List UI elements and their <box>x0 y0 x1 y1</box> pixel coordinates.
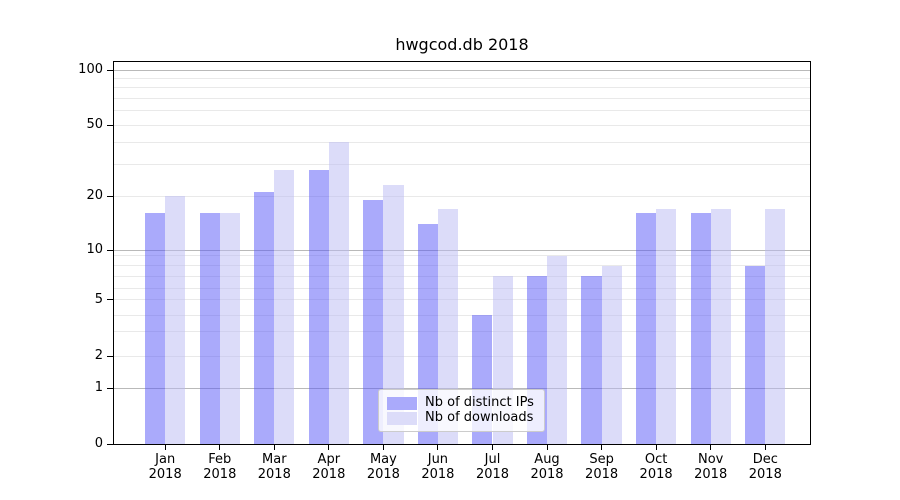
x-tick-mark-sep <box>601 445 603 450</box>
y-tick-mark-50 <box>107 124 113 126</box>
gridline-minor-9 <box>114 255 810 256</box>
bar-distinct-ips-feb <box>199 213 220 444</box>
chart-title: hwgcod.db 2018 <box>395 35 529 54</box>
bar-downloads-jun <box>437 208 459 444</box>
y-tick-mark-5 <box>107 299 113 300</box>
x-tick-mark-jul <box>492 445 493 450</box>
gridline-minor-7 <box>114 275 810 277</box>
legend-swatch-downloads <box>387 411 417 425</box>
y-tick-label-20: 20 <box>86 188 103 203</box>
legend-label-downloads: Nb of downloads <box>425 410 534 425</box>
bar-downloads-mar <box>274 169 295 444</box>
gridline-minor-70 <box>114 97 810 99</box>
bar-downloads-apr <box>328 142 349 444</box>
x-tick-mark-jan <box>164 445 166 450</box>
bar-downloads-feb <box>219 213 240 444</box>
bar-distinct-ips-jan <box>145 213 166 444</box>
gridline-minor-60 <box>114 110 810 111</box>
bar-downloads-sep <box>601 265 622 444</box>
bar-distinct-ips-sep <box>581 276 602 444</box>
y-tick-mark-100 <box>107 69 113 71</box>
x-tick-label-nov: Nov 2018 <box>694 452 728 482</box>
bar-downloads-nov <box>710 208 731 444</box>
gridline-minor-2 <box>114 355 810 357</box>
legend-swatch-distinct-ips <box>387 396 417 410</box>
bar-distinct-ips-nov <box>690 213 711 444</box>
gridline-minor-40 <box>114 141 810 143</box>
x-tick-mark-feb <box>219 445 221 450</box>
gridline-minor-3 <box>114 330 810 332</box>
gridline-major-1 <box>114 387 810 389</box>
legend: Nb of distinct IPs Nb of downloads <box>378 389 545 432</box>
bar-distinct-ips-oct <box>635 213 657 444</box>
legend-item-downloads: Nb of downloads <box>387 411 536 425</box>
legend-label-distinct-ips: Nb of distinct IPs <box>425 395 534 410</box>
bar-downloads-jan <box>165 196 186 444</box>
y-tick-mark-20 <box>107 195 113 197</box>
gridline-minor-6 <box>114 287 810 289</box>
gridline-minor-30 <box>114 164 810 166</box>
y-tick-label-50: 50 <box>86 117 103 132</box>
gridline-minor-90 <box>114 77 810 79</box>
y-tick-label-10: 10 <box>86 242 103 257</box>
gridline-minor-20 <box>114 195 810 197</box>
x-tick-label-dec: Dec 2018 <box>748 452 782 482</box>
plot-area: Nb of distinct IPs Nb of downloads <box>113 61 811 445</box>
bar-downloads-may <box>383 185 404 444</box>
x-tick-label-may: May 2018 <box>366 452 400 482</box>
x-tick-label-apr: Apr 2018 <box>312 452 346 482</box>
y-tick-mark-0 <box>107 443 113 445</box>
gridline-minor-8 <box>114 265 810 266</box>
bar-downloads-oct <box>656 208 677 444</box>
y-tick-label-5: 5 <box>94 291 103 307</box>
y-tick-label-100: 100 <box>78 62 103 77</box>
bar-downloads-dec <box>765 208 786 444</box>
y-tick-label-1: 1 <box>94 380 103 395</box>
x-tick-mark-jun <box>437 445 439 450</box>
x-tick-mark-aug <box>546 445 548 450</box>
y-tick-label-0: 0 <box>94 436 103 451</box>
gridline-minor-50 <box>114 124 810 126</box>
bar-distinct-ips-apr <box>308 169 329 444</box>
x-tick-label-jan: Jan 2018 <box>148 452 182 482</box>
gridline-major-100 <box>114 69 810 71</box>
bar-distinct-ips-dec <box>745 265 766 444</box>
x-tick-mark-nov <box>710 445 712 450</box>
x-tick-label-oct: Oct 2018 <box>639 452 673 482</box>
legend-item-distinct-ips: Nb of distinct IPs <box>387 396 536 410</box>
gridline-minor-5 <box>114 299 810 300</box>
bar-distinct-ips-jun <box>417 223 438 444</box>
y-tick-label-2: 2 <box>94 348 103 363</box>
x-tick-mark-may <box>382 445 384 450</box>
gridline-minor-4 <box>114 314 810 316</box>
y-tick-mark-10 <box>107 249 113 251</box>
x-tick-label-feb: Feb 2018 <box>203 452 237 482</box>
x-tick-label-mar: Mar 2018 <box>257 452 291 482</box>
x-tick-mark-apr <box>328 445 330 450</box>
y-tick-mark-1 <box>107 387 113 389</box>
x-tick-label-jul: Jul 2018 <box>475 452 510 482</box>
x-tick-mark-mar <box>273 445 275 450</box>
gridline-major-10 <box>114 249 810 251</box>
x-tick-mark-dec <box>764 445 766 450</box>
bar-distinct-ips-may <box>363 200 384 444</box>
y-tick-mark-2 <box>107 355 113 357</box>
x-tick-label-sep: Sep 2018 <box>585 452 619 482</box>
gridline-minor-80 <box>114 87 810 89</box>
x-tick-mark-oct <box>655 445 657 450</box>
x-tick-label-aug: Aug 2018 <box>530 452 564 482</box>
bar-downloads-aug <box>547 255 568 444</box>
x-tick-label-jun: Jun 2018 <box>421 452 455 482</box>
bar-distinct-ips-mar <box>254 192 275 444</box>
